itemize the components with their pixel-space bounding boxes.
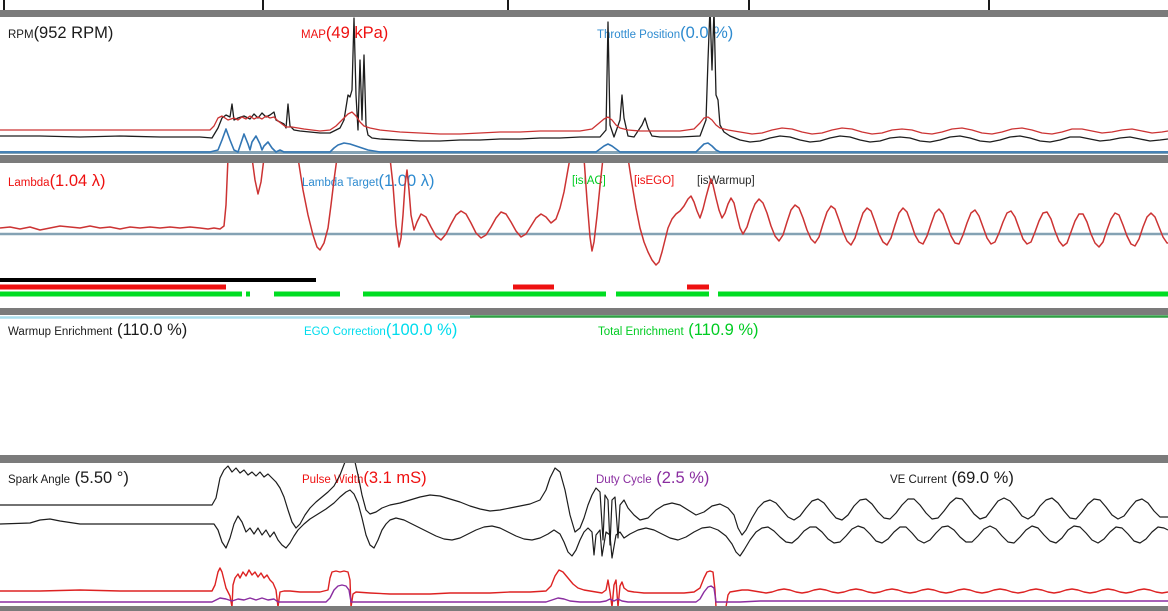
pulse-width-trace [0, 567, 1168, 607]
panel-enrichment[interactable]: Warmup Enrichment (110.0 %) EGO Correcti… [0, 315, 1168, 455]
isiac-flag-name: [isIAC] [572, 175, 606, 187]
panel-divider-3 [0, 455, 1168, 463]
pulse-width-value: (3.1 mS) [363, 469, 427, 487]
time-axis [0, 0, 1168, 10]
map-label: MAP (49 kPa) [301, 24, 388, 43]
rpm-name: RPM [8, 29, 34, 41]
rpm-label: RPM (952 RPM) [8, 24, 113, 43]
duty-cycle-name: Duty Cycle [596, 474, 652, 486]
lambda-target-label: Lambda Target (1.00 λ) [302, 172, 434, 191]
warmup-enrichment-name: Warmup Enrichment [8, 326, 113, 338]
warmup-enrichment-value: (110.0 %) [112, 321, 188, 339]
throttle-position-trace [0, 128, 1168, 153]
pulse-width-name: Pulse Width [302, 474, 364, 486]
ve-current-value: (69.0 %) [946, 469, 1014, 487]
map-value: (49 kPa) [325, 24, 389, 42]
duty-cycle-trace [0, 584, 1168, 603]
throttle-position-name: Throttle Position [597, 29, 681, 41]
rpm-value: (952 RPM) [33, 24, 114, 42]
panel-engine-labels: RPM (952 RPM) MAP (49 kPa) Throttle Positi… [0, 24, 1168, 54]
spark-angle-trace [0, 489, 1168, 559]
isiac-flag: [isIAC] [572, 175, 606, 187]
panel-divider-2 [0, 308, 1168, 315]
ego-correction-value: (100.0 %) [385, 321, 458, 339]
map-trace [0, 111, 1168, 135]
lambda-target-name: Lambda Target [302, 177, 379, 189]
ego-correction-label: EGO Correction (100.0 %) [304, 321, 457, 340]
lambda-label: Lambda (1.04 λ) [8, 172, 106, 191]
ego-correction-name: EGO Correction [304, 326, 386, 338]
time-tick [988, 0, 990, 10]
pulse-width-label: Pulse Width (3.1 mS) [302, 469, 427, 488]
throttle-position-label: Throttle Position (0.0 %) [597, 24, 733, 43]
duty-cycle-value: (2.5 %) [651, 469, 710, 487]
isego-flag: [isEGO] [634, 175, 674, 187]
spark-angle-label: Spark Angle (5.50 °) [8, 469, 129, 488]
iswarmup-flag-name: [isWarmup] [697, 175, 755, 187]
total-enrichment-label: Total Enrichment (110.9 %) [598, 321, 759, 340]
panel-lambda[interactable]: Lambda (1.04 λ) Lambda Target (1.00 λ) [is… [0, 163, 1168, 308]
isego-flag-name: [isEGO] [634, 175, 675, 187]
total-enrichment-name: Total Enrichment [598, 326, 684, 338]
ve-current-name: VE Current [890, 474, 947, 486]
iswarmup-flag: [isWarmup] [697, 175, 755, 187]
lambda-name: Lambda [8, 177, 50, 189]
warmup-enrichment-label: Warmup Enrichment (110.0 %) [8, 321, 187, 340]
time-tick [507, 0, 509, 10]
panel-enrichment-labels: Warmup Enrichment (110.0 %) EGO Correcti… [0, 321, 1168, 351]
time-tick [3, 0, 5, 10]
total-enrichment-value: (110.9 %) [683, 321, 759, 339]
spark-angle-value: (5.50 °) [70, 469, 129, 487]
throttle-position-value: (0.0 %) [680, 24, 734, 42]
panel-spark-fuel-labels: Spark Angle (5.50 °) Pulse Width (3.1 mS)… [0, 469, 1168, 499]
lambda-target-value: (1.00 λ) [378, 172, 435, 190]
duty-cycle-label: Duty Cycle (2.5 %) [596, 469, 709, 488]
panel-engine[interactable]: RPM (952 RPM) MAP (49 kPa) Throttle Positi… [0, 17, 1168, 155]
spark-angle-name: Spark Angle [8, 474, 71, 486]
panel-divider-1 [0, 155, 1168, 163]
map-name: MAP [301, 29, 326, 41]
panel-lambda-labels: Lambda (1.04 λ) Lambda Target (1.00 λ) [is… [0, 172, 1168, 202]
panel-divider-top [0, 10, 1168, 17]
time-tick [262, 0, 264, 10]
panel-spark-fuel[interactable]: Spark Angle (5.50 °) Pulse Width (3.1 mS)… [0, 463, 1168, 607]
bottom-divider [0, 606, 1168, 611]
ve-current-label: VE Current (69.0 %) [890, 469, 1014, 488]
time-tick [748, 0, 750, 10]
lambda-value: (1.04 λ) [49, 172, 106, 190]
